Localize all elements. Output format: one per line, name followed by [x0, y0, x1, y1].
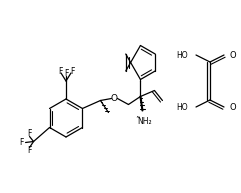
- Text: O: O: [111, 94, 118, 103]
- Text: F: F: [27, 146, 32, 155]
- Text: HO: HO: [176, 102, 188, 112]
- Text: F: F: [19, 138, 24, 147]
- Text: O: O: [229, 102, 236, 112]
- Text: F: F: [70, 67, 74, 75]
- Text: F: F: [58, 67, 62, 75]
- Text: HO: HO: [176, 51, 188, 59]
- Text: F: F: [27, 129, 32, 138]
- Text: O: O: [229, 51, 236, 59]
- Text: NH₂: NH₂: [137, 117, 152, 125]
- Text: F: F: [64, 69, 68, 78]
